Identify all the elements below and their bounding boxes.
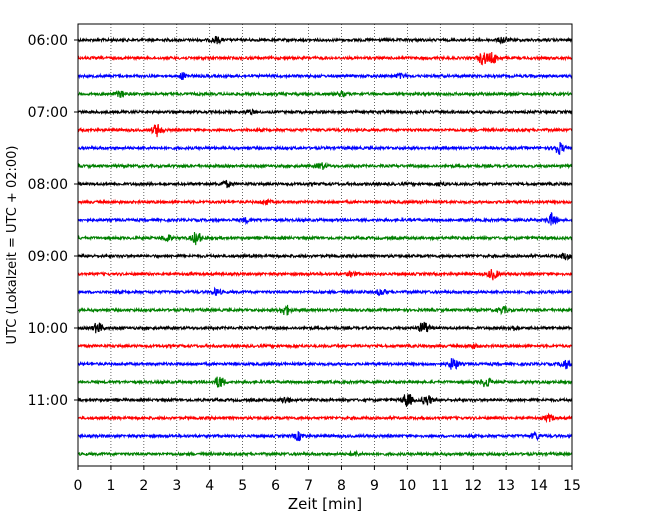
x-tick-label: 13 bbox=[497, 478, 515, 494]
x-axis-label: Zeit [min] bbox=[288, 495, 362, 513]
trace-0715 bbox=[77, 123, 573, 138]
x-tick-label: 10 bbox=[398, 478, 416, 494]
trace-0800 bbox=[77, 179, 573, 189]
trace-0645 bbox=[77, 89, 573, 98]
x-tick-label: 15 bbox=[563, 478, 581, 494]
y-tick-label: 10:00 bbox=[28, 321, 68, 337]
x-tick-label: 4 bbox=[205, 478, 214, 494]
x-tick-label: 12 bbox=[464, 478, 482, 494]
trace-0630 bbox=[77, 71, 573, 81]
x-tick-label: 14 bbox=[530, 478, 548, 494]
x-tick-label: 11 bbox=[431, 478, 449, 494]
trace-0745 bbox=[77, 161, 573, 171]
y-axis: 06:00 07:00 08:00 09:00 10:00 11:00 bbox=[28, 33, 78, 409]
x-axis: 0 1 2 3 4 5 6 7 8 9 10 11 12 13 14 15 bbox=[74, 466, 581, 494]
x-tick-label: 5 bbox=[238, 478, 247, 494]
trace-1100 bbox=[77, 393, 573, 407]
trace-0730 bbox=[77, 141, 573, 155]
trace-1115 bbox=[77, 412, 573, 424]
trace-0600 bbox=[77, 35, 573, 45]
trace-1015 bbox=[77, 342, 573, 350]
x-tick-label: 2 bbox=[139, 478, 148, 494]
x-tick-label: 3 bbox=[172, 478, 181, 494]
y-tick-label: 07:00 bbox=[28, 105, 68, 121]
trace-0945 bbox=[77, 304, 573, 316]
trace-0700 bbox=[77, 108, 573, 116]
trace-0615 bbox=[77, 52, 573, 66]
y-axis-label: UTC (Lokalzeit = UTC + 02:00) bbox=[5, 146, 20, 345]
x-tick-label: 0 bbox=[74, 478, 83, 494]
trace-0930 bbox=[77, 286, 573, 297]
y-tick-label: 06:00 bbox=[28, 33, 68, 49]
trace-1145 bbox=[77, 449, 573, 458]
trace-1130 bbox=[77, 430, 573, 442]
seismogram-traces bbox=[77, 35, 573, 458]
y-tick-label: 11:00 bbox=[28, 393, 68, 409]
x-tick-label: 6 bbox=[271, 478, 280, 494]
x-tick-label: 1 bbox=[106, 478, 115, 494]
trace-0900 bbox=[77, 252, 573, 261]
y-tick-label: 08:00 bbox=[28, 177, 68, 193]
trace-1045 bbox=[77, 376, 573, 388]
x-tick-label: 7 bbox=[304, 478, 313, 494]
y-tick-label: 09:00 bbox=[28, 249, 68, 265]
plot-frame bbox=[77, 23, 573, 467]
x-tick-label: 9 bbox=[370, 478, 379, 494]
trace-0845 bbox=[77, 231, 573, 246]
x-tick-label: 8 bbox=[337, 478, 346, 494]
trace-1030 bbox=[77, 358, 573, 370]
trace-0830 bbox=[77, 212, 573, 226]
trace-1000 bbox=[77, 321, 573, 334]
trace-0815 bbox=[77, 198, 573, 206]
trace-0915 bbox=[77, 268, 573, 281]
